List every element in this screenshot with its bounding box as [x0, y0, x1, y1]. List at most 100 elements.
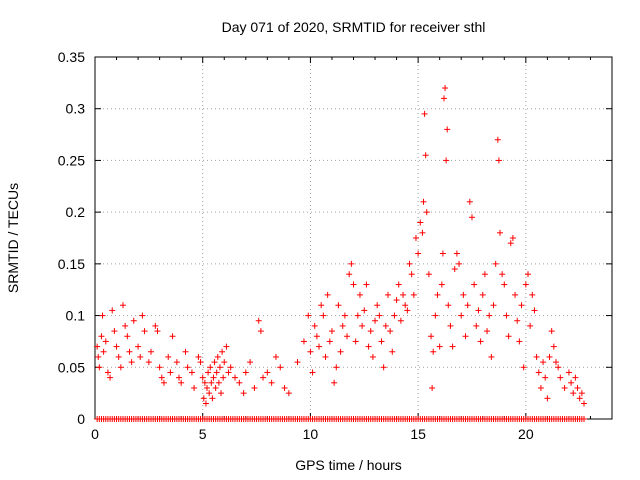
data-point	[387, 328, 394, 335]
data-point	[333, 364, 340, 371]
data-point	[95, 353, 102, 360]
data-point	[221, 359, 228, 366]
data-point	[182, 348, 189, 355]
data-point	[316, 343, 323, 350]
data-point	[412, 235, 419, 241]
data-point	[439, 250, 446, 257]
data-point	[464, 302, 471, 309]
data-point	[533, 353, 540, 360]
data-point	[160, 379, 167, 386]
data-point	[509, 235, 516, 241]
data-point	[548, 328, 555, 335]
data-point	[94, 343, 101, 350]
data-point	[449, 343, 456, 350]
data-point	[402, 302, 409, 309]
data-point	[490, 302, 497, 309]
data-point	[337, 348, 344, 355]
data-point	[255, 317, 262, 324]
data-point	[507, 240, 514, 247]
data-point	[481, 271, 488, 278]
data-point	[374, 302, 381, 309]
data-point	[531, 307, 538, 314]
data-point	[395, 281, 402, 288]
data-point	[210, 374, 217, 381]
data-point	[572, 374, 579, 381]
y-tick-label: 0	[77, 411, 85, 427]
data-point	[102, 338, 109, 345]
data-point	[445, 302, 452, 309]
data-point	[462, 333, 469, 340]
data-point	[580, 416, 587, 422]
data-point	[115, 353, 122, 360]
data-point	[173, 359, 180, 366]
data-point	[247, 359, 254, 366]
data-point	[544, 395, 551, 402]
data-point	[120, 302, 127, 309]
data-point	[453, 250, 460, 257]
data-point	[223, 343, 230, 350]
data-point	[260, 374, 267, 381]
data-point	[139, 312, 146, 319]
data-point	[107, 374, 114, 381]
data-point	[428, 333, 435, 340]
data-point	[537, 384, 544, 391]
data-point	[156, 364, 163, 371]
data-point	[496, 229, 503, 236]
data-point	[130, 317, 137, 324]
grid	[95, 57, 612, 419]
data-point	[199, 374, 206, 381]
data-point	[202, 400, 209, 407]
data-point	[216, 364, 223, 371]
data-point	[565, 369, 572, 376]
data-point	[309, 369, 316, 376]
data-point	[438, 281, 445, 288]
data-point	[574, 384, 581, 391]
data-point	[442, 85, 449, 92]
data-point	[475, 307, 482, 314]
y-tick-label: 0.1	[66, 308, 86, 324]
data-point	[188, 369, 195, 376]
data-point	[415, 250, 422, 257]
data-point	[200, 395, 207, 402]
data-point	[122, 322, 129, 329]
data-point	[320, 312, 327, 319]
data-point	[430, 348, 437, 355]
data-point	[410, 291, 417, 298]
data-point	[495, 157, 502, 164]
data-point	[208, 379, 215, 386]
data-point	[522, 281, 529, 288]
data-point	[307, 348, 314, 355]
data-point	[552, 359, 559, 366]
data-point	[128, 359, 135, 366]
data-point	[518, 302, 525, 309]
chart-title: Day 071 of 2020, SRMTID for receiver sth…	[222, 19, 486, 35]
data-point	[218, 390, 225, 397]
data-point	[400, 291, 407, 298]
data-point	[206, 390, 213, 397]
data-point	[137, 353, 144, 360]
data-point	[380, 364, 387, 371]
data-point	[326, 338, 333, 345]
data-point	[111, 328, 118, 335]
data-point	[277, 364, 284, 371]
data-point	[417, 219, 424, 226]
data-point	[580, 400, 587, 407]
data-point	[460, 291, 467, 298]
data-point	[311, 322, 318, 329]
data-point	[165, 353, 172, 360]
data-point	[232, 374, 239, 381]
data-point	[529, 291, 536, 298]
data-point	[236, 379, 243, 386]
data-point	[557, 374, 564, 381]
data-point	[365, 343, 372, 350]
x-tick-label: 15	[410, 426, 426, 442]
data-point	[359, 322, 366, 329]
data-point	[389, 348, 396, 355]
data-point	[486, 312, 493, 319]
data-point	[561, 384, 568, 391]
y-axis-label: SRMTID / TECUs	[5, 183, 21, 293]
data-point	[576, 395, 583, 402]
x-tick-label: 10	[303, 426, 319, 442]
data-point	[268, 379, 275, 386]
data-point	[492, 260, 499, 267]
